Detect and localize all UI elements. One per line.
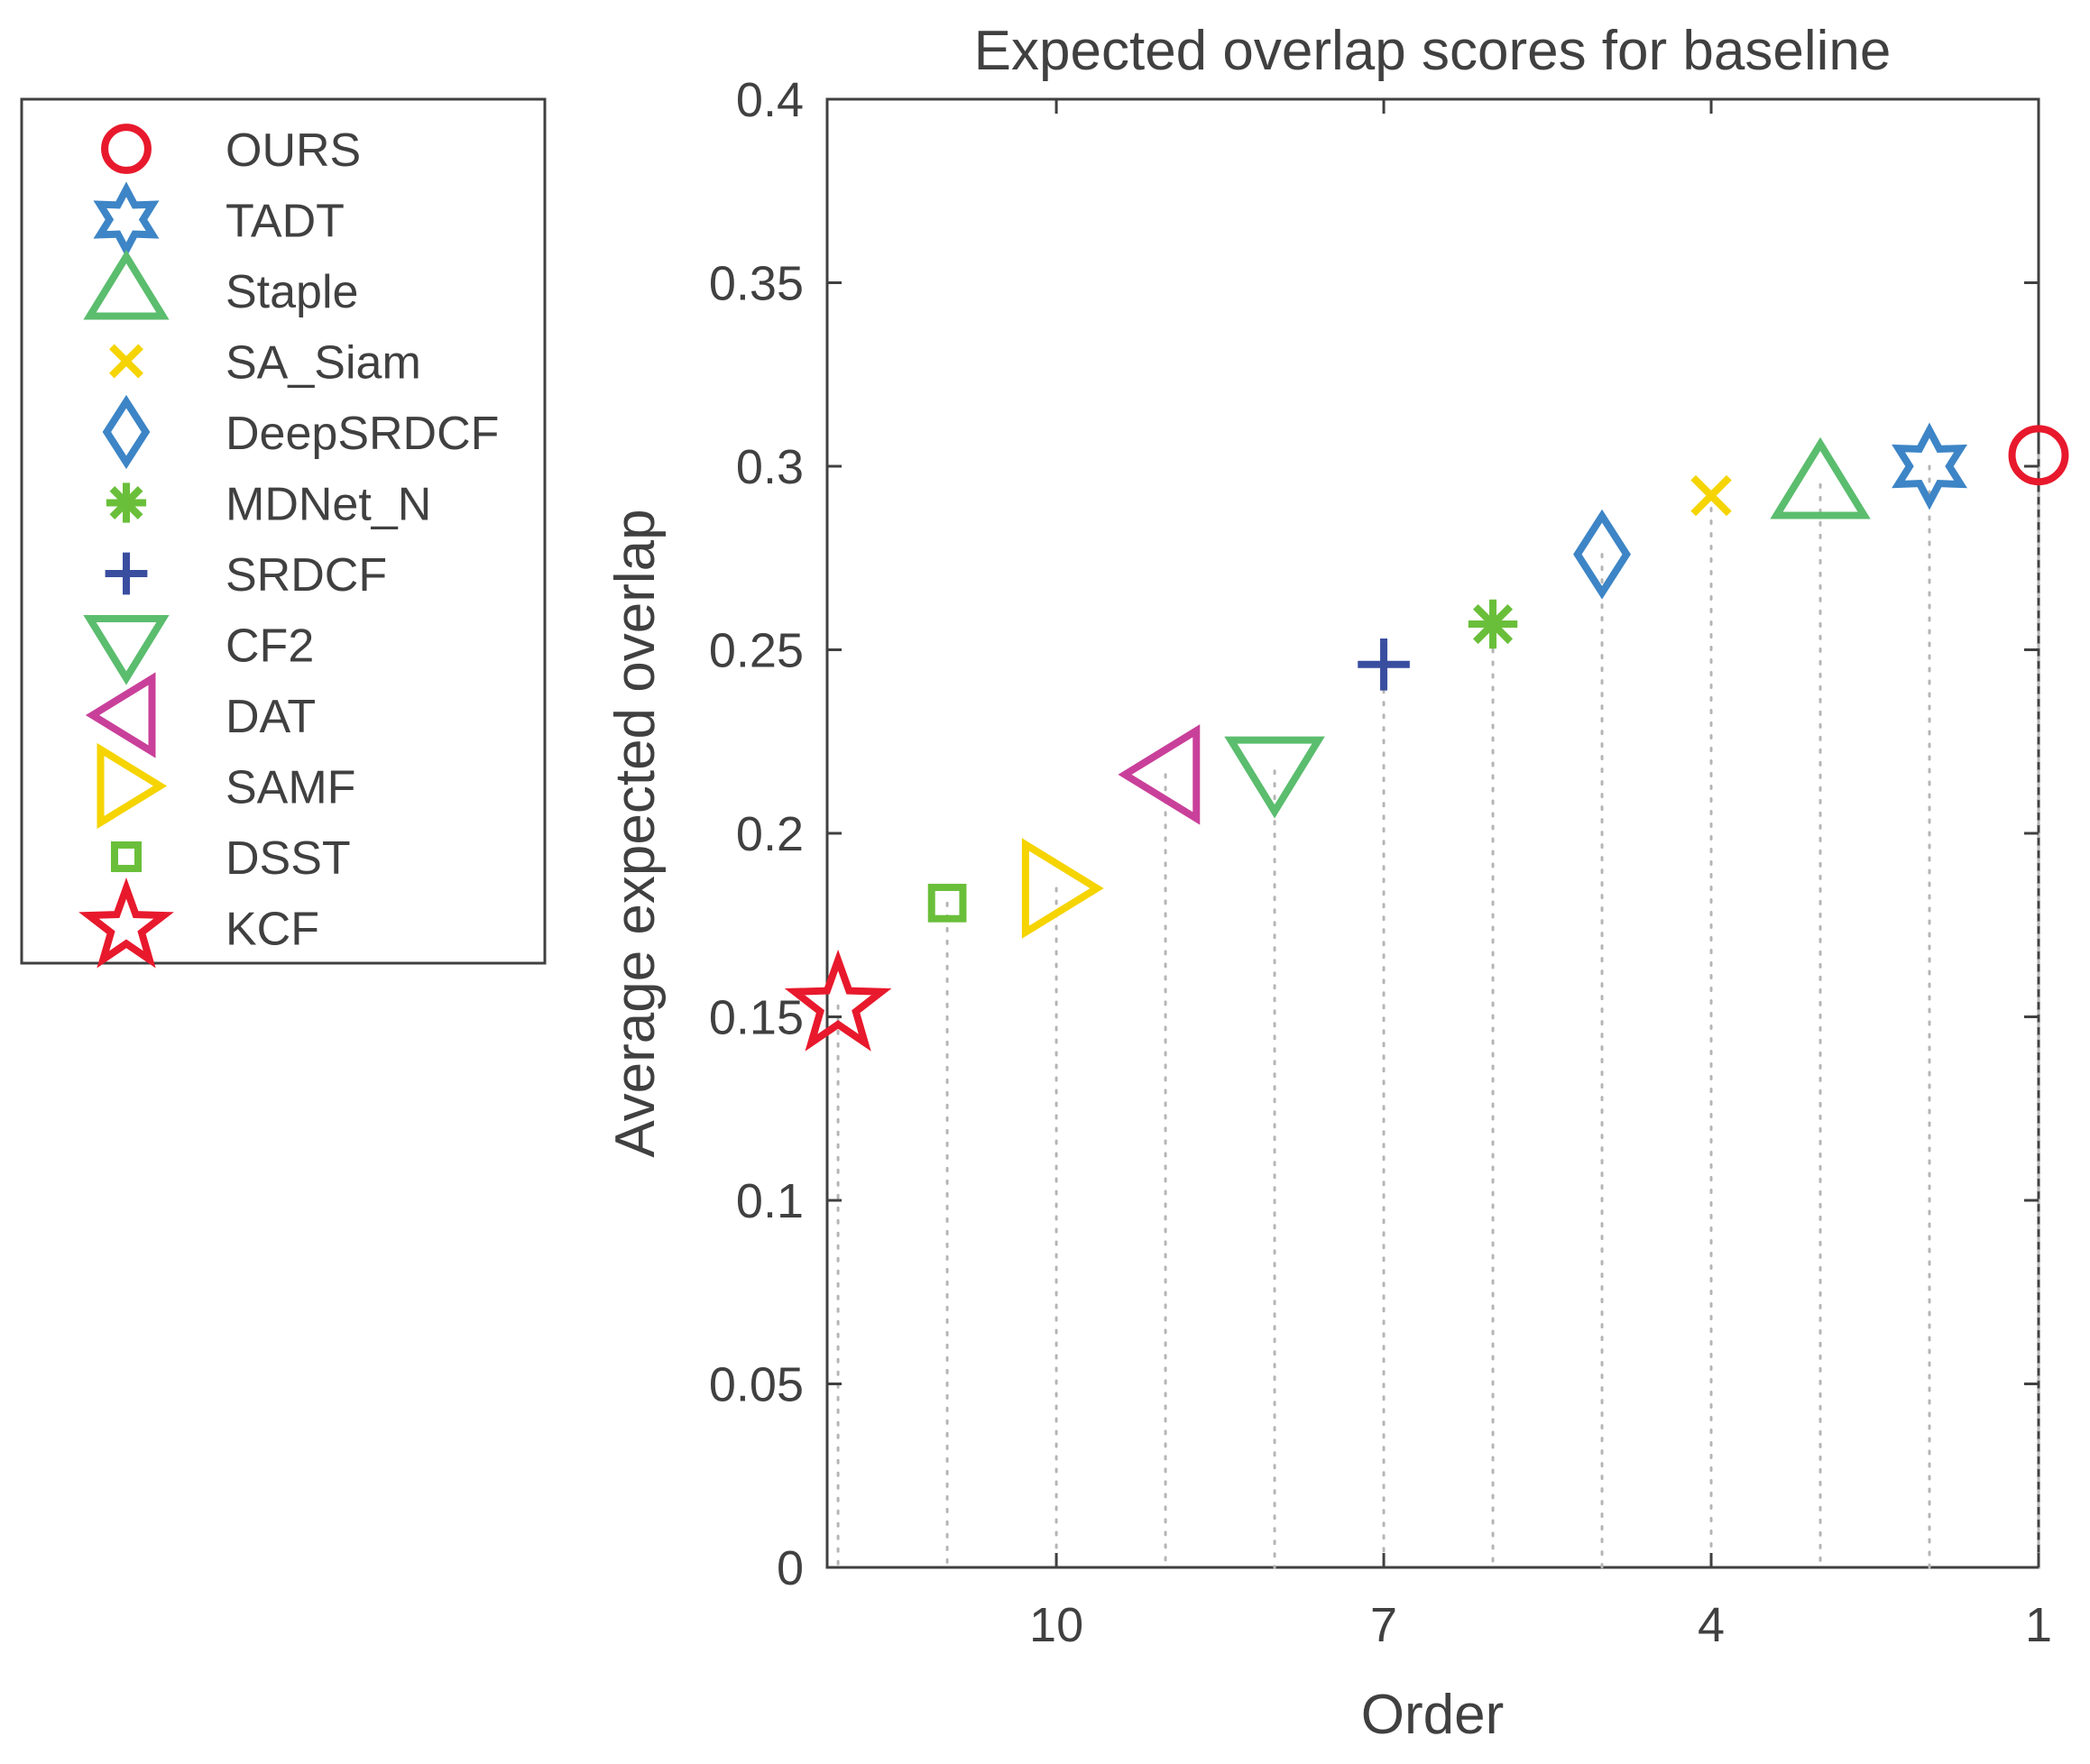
legend-marker-kcf [78,877,174,969]
legend-label: OURS [226,124,361,177]
y-tick-label: 0 [777,1541,804,1595]
y-tick-label: 0.2 [736,807,804,861]
legend-label: MDNet_N [226,479,431,531]
legend-marker-dsst [110,841,143,873]
y-tick-label: 0.3 [736,440,804,494]
y-tick-label: 0.35 [709,257,804,311]
x-tick-label: 1 [2025,1598,2052,1652]
marker-mdnet_n [1468,599,1518,649]
y-tick-label: 0.1 [736,1174,804,1228]
legend-marker-cf2 [83,615,170,685]
legend-marker-deepsrdcf [102,394,151,470]
legend-label: DSST [226,832,351,885]
data-markers [784,422,2069,1052]
legend-marker-samf [97,742,168,830]
y-tick-labels: 0 0.05 0.1 0.15 0.2 0.25 0.3 0.35 0.4 [709,73,804,1595]
legend-label: SRDCF [226,549,387,602]
legend-label: DeepSRDCF [226,408,499,460]
plot-area [825,97,2040,1569]
y-tick-label: 0.25 [709,624,804,678]
y-axis-label: Average expected overlap [604,509,667,1157]
x-tick-label: 7 [1370,1598,1397,1652]
y-tick-label: 0.05 [709,1358,804,1412]
drop-lines [836,454,2040,1569]
legend-label: DAT [226,691,316,743]
legend-marker-srdcf [105,552,148,595]
marker-tadt [1892,422,1968,510]
legend-marker-mdnet_n [106,482,147,523]
x-tick-label: 4 [1698,1598,1725,1652]
legend-label: SAMF [226,762,355,814]
marker-kcf [784,949,892,1052]
marker-staple [1770,436,1871,519]
marker-cf2 [1224,736,1325,819]
marker-dat [1118,724,1201,825]
marker-srdcf [1358,638,1410,691]
legend-marker-dat [85,672,156,758]
x-axis-label: Order [1361,1684,1504,1746]
legend-marker-ours [101,124,152,174]
chart-title: Expected overlap scores for baseline [974,20,1892,82]
marker-dsst [927,883,967,923]
marker-deepsrdcf [1573,509,1631,600]
marker-sa_siam [1690,474,1732,517]
y-tick-label: 0.15 [709,991,804,1045]
y-tick-label: 0.4 [736,73,804,127]
axis-ticks [827,97,2040,1569]
legend-label: SA_Siam [226,337,421,390]
legend-label: KCF [226,904,319,956]
marker-samf [1021,838,1104,939]
marker-ours [2008,425,2069,486]
legend-label: TADT [226,196,345,248]
x-tick-label: 10 [1029,1598,1083,1652]
legend-marker-staple [83,249,170,320]
legend-marker-sa_siam [109,344,143,379]
x-tick-labels: 10 7 4 1 [1029,1598,2052,1652]
legend-label: Staple [226,266,358,318]
legend-label: CF2 [226,620,314,673]
legend: OURS TADT Staple SA_Siam DeepSRDCF MDNet_N SRD… [78,124,499,969]
